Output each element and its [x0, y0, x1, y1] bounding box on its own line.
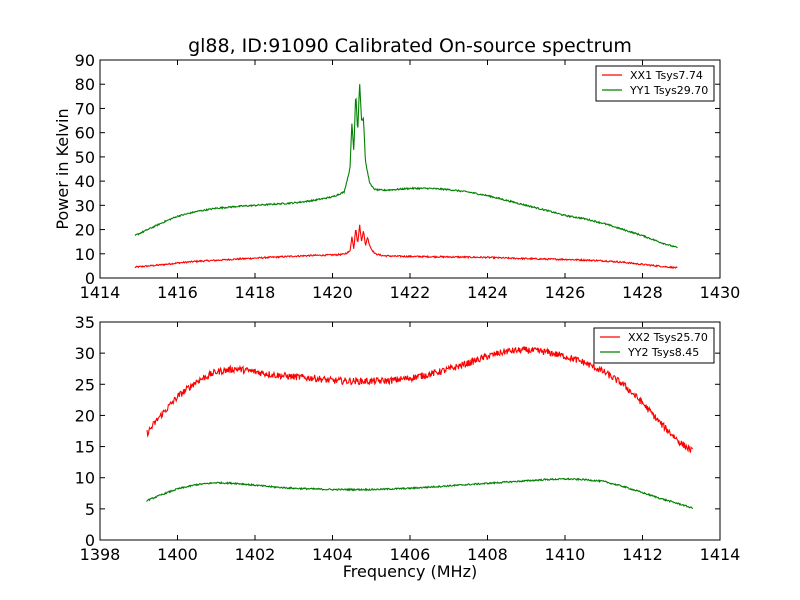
bottom-y-tick-label: 35 [75, 313, 95, 332]
top-x-tick-label: 1430 [700, 283, 741, 302]
top-y-tick-label: 40 [75, 172, 95, 191]
top-y-tick-label: 20 [75, 221, 95, 240]
bottom-legend-box [593, 327, 715, 364]
bottom-x-tick-label: 1408 [467, 545, 508, 564]
bottom-y-ticks: 0 5 10 15 20 25 30 35 [75, 313, 720, 550]
top-subplot: gl88, ID:91090 Calibrated On-source spec… [53, 35, 740, 302]
top-series-line-1 [134, 224, 678, 269]
top-legend: XX1 Tsys7.74 YY1 Tsys29.70 [595, 65, 715, 102]
bottom-x-tick-label: 1398 [80, 545, 121, 564]
bottom-x-tick-label: 1414 [700, 545, 741, 564]
bottom-x-ticks: 1398 1400 1402 1404 1406 1408 1410 1412 1414 [80, 322, 741, 564]
bottom-series-line-1 [146, 346, 693, 453]
top-x-tick-label: 1426 [545, 283, 586, 302]
bottom-subplot: 1398 1400 1402 1404 1406 1408 1410 1412 1414 051… [75, 313, 741, 581]
bottom-y-tick-label: 15 [75, 438, 95, 457]
top-x-ticks: 1414 1416 1418 1420 1422 1424 1426 1428 1430 [80, 60, 741, 302]
top-series-line-2 [134, 84, 678, 249]
top-y-ticks: 0 10 20 30 40 50 60 70 80 90 [75, 51, 720, 288]
bottom-series-line-2 [146, 477, 694, 510]
bottom-legend-label-yy2: YY2 Tsys8.45 [627, 346, 699, 359]
bottom-y-tick-label: 20 [75, 406, 95, 425]
top-legend-label-xx1: XX1 Tsys7.74 [630, 69, 703, 82]
bottom-legend: XX2 Tsys25.70 YY2 Tsys8.45 [593, 327, 715, 364]
top-plot-title: gl88, ID:91090 Calibrated On-source spec… [188, 35, 632, 57]
bottom-x-tick-label: 1400 [157, 545, 198, 564]
top-x-tick-label: 1424 [467, 283, 508, 302]
bottom-x-tick-label: 1404 [312, 545, 353, 564]
bottom-y-tick-label: 0 [85, 531, 95, 550]
top-y-tick-label: 90 [75, 51, 95, 70]
top-x-tick-label: 1414 [80, 283, 121, 302]
bottom-y-tick-label: 5 [85, 500, 95, 519]
top-x-tick-label: 1416 [157, 283, 198, 302]
bottom-x-tick-label: 1406 [390, 545, 431, 564]
bottom-y-tick-label: 25 [75, 375, 95, 394]
top-y-tick-label: 0 [85, 269, 95, 288]
bottom-x-tick-label: 1410 [545, 545, 586, 564]
top-y-tick-label: 80 [75, 75, 95, 94]
top-series-group [134, 84, 678, 269]
top-y-tick-label: 60 [75, 124, 95, 143]
top-x-tick-label: 1428 [622, 283, 663, 302]
top-y-tick-label: 50 [75, 148, 95, 167]
top-x-tick-label: 1418 [235, 283, 276, 302]
top-x-tick-label: 1422 [390, 283, 431, 302]
top-x-tick-label: 1420 [312, 283, 353, 302]
bottom-x-axis-label: Frequency (MHz) [343, 562, 477, 581]
bottom-y-tick-label: 30 [75, 344, 95, 363]
top-y-tick-label: 70 [75, 99, 95, 118]
bottom-x-tick-label: 1402 [235, 545, 276, 564]
bottom-y-tick-label: 10 [75, 469, 95, 488]
top-legend-box [595, 65, 715, 102]
top-legend-label-yy1: YY1 Tsys29.70 [629, 84, 708, 97]
top-y-axis-label: Power in Kelvin [53, 108, 72, 229]
bottom-series-group [146, 346, 694, 510]
bottom-x-tick-label: 1412 [622, 545, 663, 564]
top-y-tick-label: 10 [75, 245, 95, 264]
top-y-tick-label: 30 [75, 196, 95, 215]
bottom-legend-label-xx2: XX2 Tsys25.70 [628, 331, 708, 344]
